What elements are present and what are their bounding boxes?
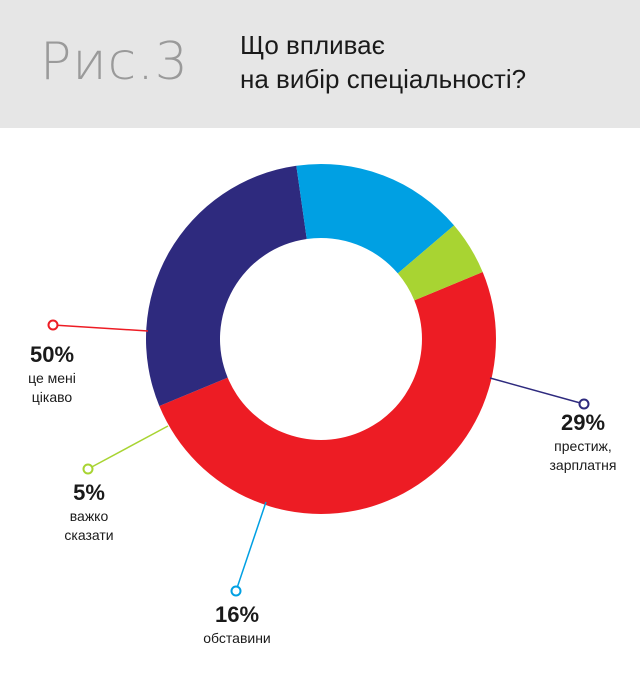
category-label-3-line-1: обставини xyxy=(203,630,271,646)
slice-1 xyxy=(159,272,496,515)
callout-dot-2 xyxy=(578,398,590,410)
slice-2 xyxy=(145,165,307,406)
category-label-1-line-2: цікаво xyxy=(32,389,73,405)
category-label-2-line-2: зарплатня xyxy=(550,457,617,473)
donut-slices xyxy=(145,164,496,515)
callout-line-2 xyxy=(489,377,585,405)
slice-3 xyxy=(296,164,455,274)
callout-dot-1 xyxy=(47,319,59,331)
callout-dot-3 xyxy=(230,585,242,597)
category-label-4-line-2: сказати xyxy=(64,527,113,543)
category-label-4-line-1: важко xyxy=(70,508,109,524)
value-label-3: 16% xyxy=(215,602,259,627)
slice-4 xyxy=(397,225,483,301)
value-label-4: 5% xyxy=(73,480,105,505)
chart-title-line-1: Що впливає xyxy=(240,30,385,60)
value-label-1: 50% xyxy=(30,342,74,367)
callout-line-3 xyxy=(235,501,267,592)
callouts: 50% це мені цікаво 29% престиж, зарплатня 16% о… xyxy=(28,319,617,646)
category-label-2-line-1: престиж, xyxy=(554,438,612,454)
chart-title: Що впливає на вибір спеціальності? xyxy=(240,28,630,96)
value-label-2: 29% xyxy=(561,410,605,435)
category-label-1-line-1: це мені xyxy=(28,370,76,386)
callout-dot-4 xyxy=(82,463,94,475)
figure-label: Рис.3 xyxy=(40,32,189,92)
callout-line-1 xyxy=(52,324,149,332)
callout-line-4 xyxy=(87,425,169,470)
header-band: Рис.3 Що впливає на вибір спеціальності? xyxy=(0,0,640,128)
chart-title-line-2: на вибір спеціальності? xyxy=(240,64,527,94)
